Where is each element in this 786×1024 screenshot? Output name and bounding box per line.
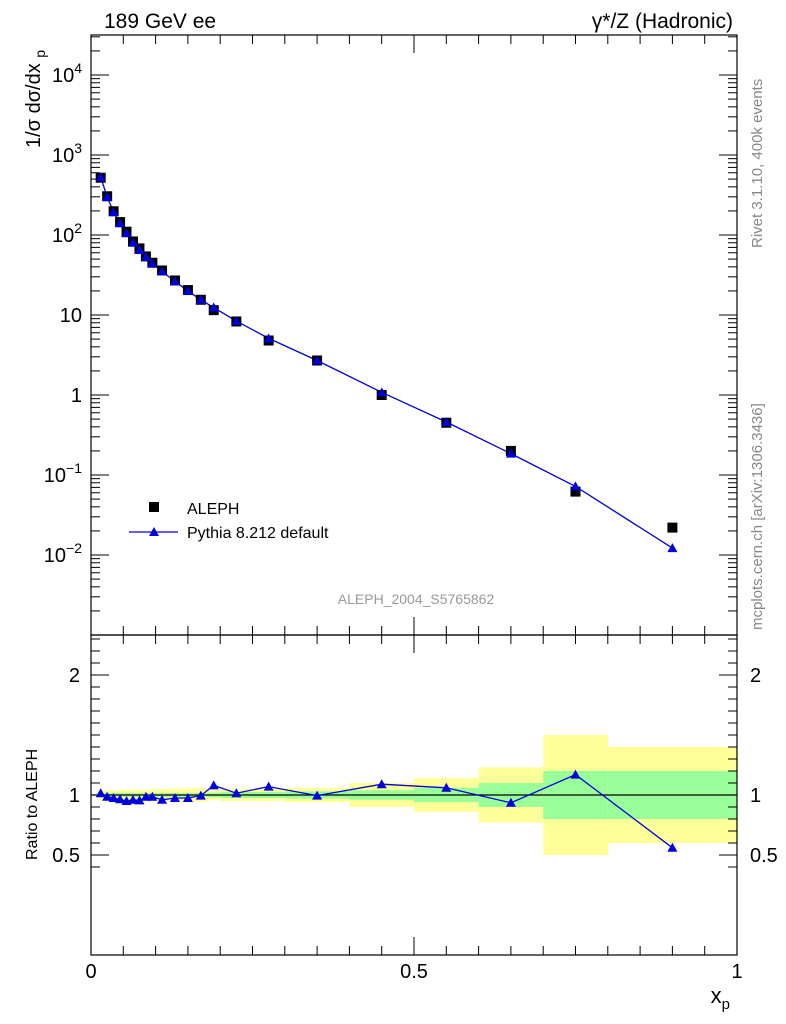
ratio-mc-point [263, 781, 274, 791]
main-ytick-label-base: 10 [52, 225, 74, 247]
mc-point [376, 387, 387, 397]
legend-mc-marker [149, 527, 159, 536]
main-ytick-label-exponent: −1 [66, 460, 82, 476]
ratio-mc-point [182, 793, 193, 802]
ratio-mc-point [115, 794, 126, 804]
mc-point [147, 258, 158, 268]
ratio-mc-point [570, 769, 581, 779]
mc-point [95, 172, 106, 182]
mc-point [108, 207, 119, 217]
main-ytick-label: 10 [60, 305, 82, 327]
ratio-mc-point [667, 842, 678, 852]
ratio-ytick-label-left: 2 [69, 665, 80, 687]
ratio-mc-point [140, 791, 151, 801]
ratio-mc-point [441, 782, 452, 792]
mc-point [263, 333, 274, 343]
main-ylabel-text: 1/σ dσ/dx [23, 63, 45, 148]
mc-point [127, 237, 138, 247]
analysis-id-label: ALEPH_2004_S5765862 [338, 591, 495, 607]
mc-point [182, 285, 193, 295]
legend-mc-label: Pythia 8.212 default [187, 525, 329, 542]
ratio-mc-point [195, 790, 206, 800]
mc-point [115, 218, 126, 228]
mc-point [157, 266, 168, 276]
mc-point [441, 416, 452, 426]
ratio-mc-point [157, 794, 168, 804]
main-ytick-label: 102 [52, 220, 82, 247]
mc-point [134, 244, 145, 254]
main-ytick-label-base: 10 [52, 65, 74, 87]
ratio-mc-point [134, 795, 145, 805]
ratio-ytick-label-right: 0.5 [750, 845, 778, 867]
main-ytick-label-base: 10 [52, 145, 74, 167]
mc-point [231, 316, 242, 326]
ratio-ytick-label-left: 1 [69, 785, 80, 807]
main-ylabel: 1/σ dσ/dx p [23, 50, 48, 148]
mc-point [169, 276, 180, 286]
ratio-xlabel: xp [711, 983, 730, 1013]
main-ytick-label-exponent: 4 [74, 60, 82, 76]
mc-point [140, 252, 151, 262]
main-ytick-label: 10−1 [44, 460, 82, 487]
mc-point [102, 191, 113, 201]
mc-point [121, 228, 132, 238]
ratio-xtick-label: 0.5 [400, 961, 428, 983]
main-ytick-label-exponent: −2 [66, 540, 82, 556]
ratio-mc-point [376, 779, 387, 789]
main-ytick-label: 104 [52, 60, 82, 87]
mc-point [208, 302, 219, 312]
mc-point [570, 481, 581, 491]
main-ytick-label-base: 10 [44, 545, 66, 567]
ratio-ytick-label-left: 0.5 [52, 845, 80, 867]
ratio-mc-point [127, 794, 138, 804]
rivet-version-label: Rivet 3.1.10, 400k events [749, 79, 766, 248]
main-ytick-label: 10−2 [44, 540, 82, 567]
ratio-panel: 0.5 0.5 1 1 2 2 0 0.5 1 [52, 634, 778, 983]
ratio-ytick-label-right: 1 [750, 785, 761, 807]
mc-point [195, 294, 206, 304]
ratio-mc-point [147, 791, 158, 801]
mc-series-line [100, 176, 673, 549]
mc-point [505, 448, 516, 458]
ratio-mc-point [312, 790, 323, 800]
ratio-mc-point [95, 788, 106, 798]
ratio-mc-point [231, 788, 242, 798]
ratio-xlabel-subscript: p [722, 996, 730, 1013]
main-ytick-label: 103 [52, 140, 82, 167]
ratio-xtick-label: 1 [731, 961, 742, 983]
mc-point [667, 543, 678, 553]
main-ytick-label-base: 10 [44, 465, 66, 487]
legend-data-marker [149, 502, 159, 512]
mc-point [312, 355, 323, 365]
data-point [570, 486, 581, 497]
header-energy-label: 189 GeV ee [104, 10, 216, 33]
ratio-ylabel: Ratio to ALEPH [24, 749, 41, 860]
data-point [667, 522, 678, 533]
main-ytick-label-exponent: 2 [74, 220, 82, 236]
main-ytick-label-exponent: 3 [74, 140, 82, 156]
main-ylabel-subscript: p [32, 50, 48, 58]
ratio-mc-point [108, 793, 119, 802]
main-frame [90, 34, 738, 636]
mcplots-label: mcplots.cern.ch [arXiv:1306.3436] [749, 403, 766, 630]
ratio-mc-point [169, 793, 180, 802]
ratio-ytick-label-right: 2 [750, 665, 761, 687]
legend-data-label: ALEPH [187, 501, 239, 518]
ratio-mc-point [505, 797, 516, 807]
ratio-mc-point [102, 791, 113, 801]
ratio-xtick-label: 0 [85, 961, 96, 983]
header-process-label: γ*/Z (Hadronic) [592, 10, 733, 33]
ratio-mc-point [208, 780, 219, 790]
main-ytick-label: 1 [71, 385, 82, 407]
